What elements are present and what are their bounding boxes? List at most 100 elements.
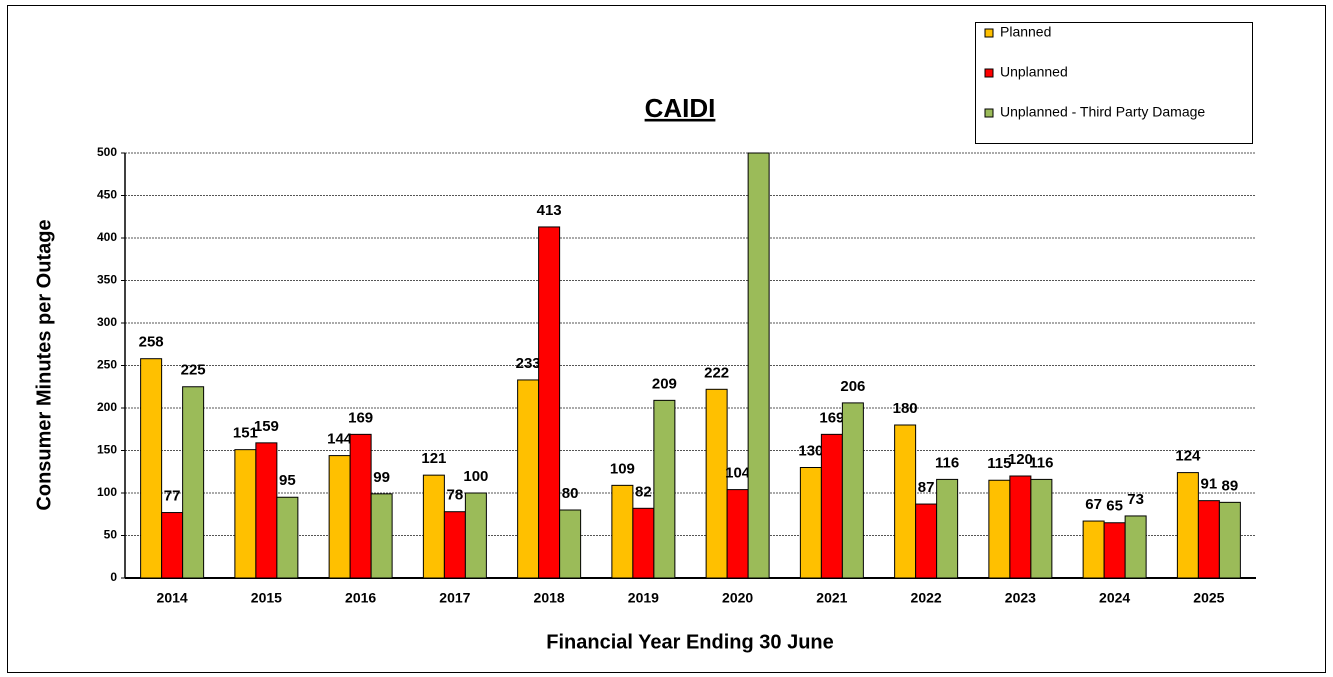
bar xyxy=(1218,501,1241,579)
data-label: 87 xyxy=(918,479,935,496)
data-label: 77 xyxy=(164,488,181,505)
data-label: 95 xyxy=(279,472,296,489)
y-tick-label: 0 xyxy=(110,570,117,584)
data-label: 80 xyxy=(562,485,579,502)
bar xyxy=(611,484,634,579)
y-tick-label: 100 xyxy=(97,485,117,499)
bar xyxy=(632,507,655,579)
legend-swatch xyxy=(984,68,994,78)
legend-label: Unplanned - Third Party Damage xyxy=(1000,104,1205,120)
y-tick-label: 150 xyxy=(97,443,117,457)
data-label: 233 xyxy=(516,355,541,372)
data-label: 209 xyxy=(652,375,677,392)
y-tick-label: 300 xyxy=(97,315,117,329)
bar xyxy=(1124,515,1147,579)
data-label: 104 xyxy=(725,465,751,482)
x-tick-label: 2020 xyxy=(722,590,753,606)
x-tick-label: 2022 xyxy=(911,590,942,606)
x-tick-label: 2017 xyxy=(439,590,470,606)
y-tick-label: 50 xyxy=(104,528,118,542)
data-label: 258 xyxy=(139,334,164,351)
data-label: 78 xyxy=(447,487,464,504)
x-tick-label: 2014 xyxy=(157,590,188,606)
bar xyxy=(1176,472,1199,579)
bar xyxy=(988,479,1011,579)
data-label: 100 xyxy=(463,468,488,485)
data-label: 116 xyxy=(935,454,959,471)
bar xyxy=(936,478,959,579)
x-tick-label: 2016 xyxy=(345,590,376,606)
data-label: 180 xyxy=(893,400,918,417)
bar xyxy=(140,358,163,579)
data-label: 99 xyxy=(373,469,390,486)
y-axis-label: Consumer Minutes per Outage xyxy=(33,219,55,510)
x-tick-label: 2018 xyxy=(534,590,565,606)
data-label: 159 xyxy=(254,418,279,435)
data-label: 169 xyxy=(348,409,373,426)
bar xyxy=(747,152,770,579)
y-tick-label: 450 xyxy=(97,188,117,202)
bar xyxy=(1030,478,1053,579)
data-label: 151 xyxy=(233,425,258,442)
y-tick-label: 200 xyxy=(97,400,117,414)
chart-title: CAIDI xyxy=(645,93,716,123)
data-label: 73 xyxy=(1127,491,1144,508)
bar xyxy=(1197,500,1220,579)
bar xyxy=(328,455,351,579)
bar xyxy=(841,402,864,579)
data-label: 65 xyxy=(1106,498,1123,515)
data-label: 91 xyxy=(1201,476,1218,493)
bar xyxy=(276,496,299,579)
bar xyxy=(799,467,822,579)
legend-label: Planned xyxy=(1000,24,1051,40)
bar xyxy=(726,489,749,579)
legend-label: Unplanned xyxy=(1000,64,1068,80)
data-label: 109 xyxy=(610,460,635,477)
data-label: 120 xyxy=(1008,451,1033,468)
data-label: 82 xyxy=(635,483,652,500)
bar xyxy=(894,424,917,579)
x-tick-label: 2024 xyxy=(1099,590,1130,606)
data-label: 124 xyxy=(1175,448,1201,465)
bar xyxy=(161,512,184,579)
bar xyxy=(1009,475,1032,579)
legend-swatch xyxy=(984,108,994,118)
data-label: 67 xyxy=(1085,496,1102,513)
bar xyxy=(422,474,445,579)
y-tick-label: 350 xyxy=(97,273,117,287)
x-tick-label: 2023 xyxy=(1005,590,1036,606)
bar xyxy=(1103,522,1126,579)
bar xyxy=(443,511,466,579)
data-label: 222 xyxy=(704,364,729,381)
bar xyxy=(705,388,728,579)
bar xyxy=(820,433,843,579)
data-label: 121 xyxy=(421,450,446,467)
data-label: 144 xyxy=(327,431,353,448)
bar xyxy=(255,442,278,579)
y-tick-label: 250 xyxy=(97,358,117,372)
bar xyxy=(464,492,487,579)
data-label: 225 xyxy=(181,362,206,379)
bar xyxy=(349,433,372,579)
bar xyxy=(559,509,582,579)
data-label: 116 xyxy=(1029,454,1053,471)
bar xyxy=(234,449,257,579)
bar xyxy=(517,379,540,579)
bar xyxy=(538,226,561,579)
data-label: 130 xyxy=(798,442,823,459)
data-label: 89 xyxy=(1222,477,1239,494)
legend-box xyxy=(975,22,1253,144)
x-tick-label: 2025 xyxy=(1193,590,1224,606)
x-tick-label: 2021 xyxy=(816,590,847,606)
x-tick-label: 2019 xyxy=(628,590,659,606)
bar xyxy=(182,386,205,579)
data-label: 169 xyxy=(819,409,844,426)
data-label: 413 xyxy=(537,202,562,219)
bar xyxy=(915,503,938,579)
y-tick-label: 500 xyxy=(97,145,117,159)
legend-swatch xyxy=(984,28,994,38)
bar xyxy=(653,399,676,579)
x-tick-label: 2015 xyxy=(251,590,282,606)
data-label: 206 xyxy=(840,378,865,395)
